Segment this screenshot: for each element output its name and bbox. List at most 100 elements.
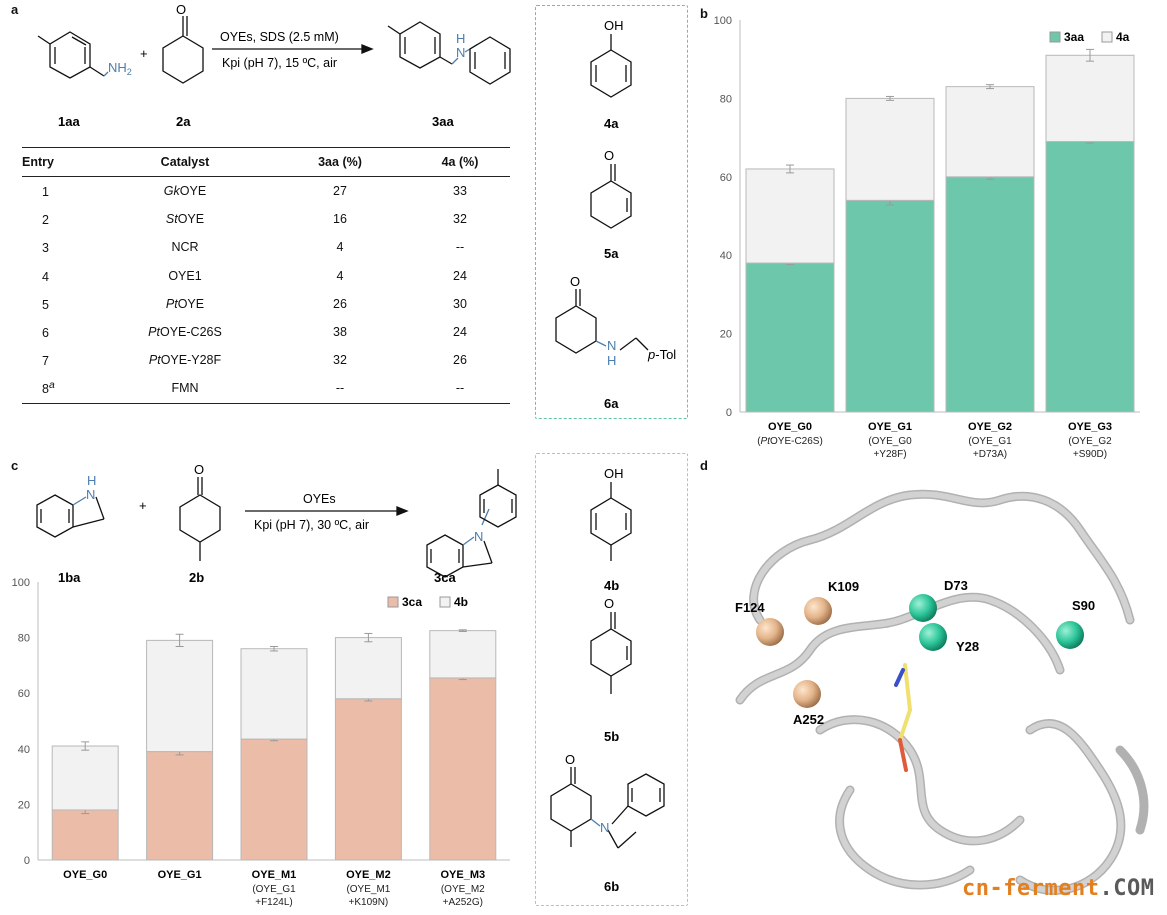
y-tick-label: 60: [720, 172, 732, 184]
bar-4a: [945, 86, 1035, 178]
o-label-5b: O: [604, 596, 614, 611]
cell-4a: --: [455, 240, 465, 255]
cell-3aa: 16: [333, 212, 347, 227]
catalyst-prefix: Gk: [163, 184, 180, 199]
bar-4b: [429, 630, 497, 679]
o-label-6b: O: [565, 752, 575, 767]
cell-3aa: 26: [333, 296, 347, 311]
cell-4a: 24: [453, 325, 467, 340]
y-tick-label: 20: [18, 799, 30, 811]
x-tick-label: OYE_G1: [868, 421, 912, 433]
legend-swatch: [1049, 31, 1061, 43]
catalyst-name: NCR: [171, 240, 199, 255]
cell-entry: 2: [22, 205, 100, 233]
cell-4a: 26: [453, 353, 467, 368]
x-tick-label: OYE_G1: [158, 869, 202, 881]
x-tick-label: OYE_M1: [252, 869, 297, 881]
catalyst-name: OYE: [177, 296, 205, 311]
table-row: 5 PtOYE 26 30: [22, 290, 510, 318]
cell-4a: 32: [453, 212, 467, 227]
catalyst-name: OYE1: [168, 268, 202, 283]
bar-4a: [845, 97, 935, 201]
table-header-row: Entry Catalyst 3aa (%) 4a (%): [22, 147, 510, 177]
catalyst-name: OYE-Y28F: [160, 353, 222, 368]
plus-sign: +: [140, 46, 148, 61]
cell-catalyst: GkOYE: [100, 177, 270, 206]
condition-bottom-c: Kpi (pH 7), 30 ºC, air: [254, 518, 369, 532]
residue-label: K109: [828, 579, 859, 594]
y-tick-label: 100: [12, 577, 30, 589]
legend-label: 3ca: [402, 595, 422, 609]
o-label-6a: O: [570, 274, 580, 289]
ketone-o: O: [176, 2, 186, 17]
cell-catalyst: PtOYE-C26S: [100, 318, 270, 346]
x-tick-sublabel-2: +K109N): [349, 897, 389, 908]
legend-swatch: [387, 596, 399, 608]
oh-label-4b: OH: [604, 466, 624, 481]
entry-number: 7: [42, 354, 49, 369]
cell-entry: 6: [22, 318, 100, 346]
residue-sphere-a252: [793, 680, 821, 708]
amine-n: N: [456, 45, 465, 60]
indoline-h: H: [87, 473, 96, 488]
y-tick-label: 60: [18, 688, 30, 700]
ketone-o-c: O: [194, 462, 204, 477]
ribbon-highlight: [737, 491, 1133, 894]
side-products-box-c: [535, 453, 688, 906]
bar-4a: [745, 168, 835, 264]
entry-number: 1: [42, 185, 49, 200]
legend-swatch: [1101, 31, 1113, 43]
bar-3ca: [334, 698, 402, 861]
compound-3ca: 3ca: [434, 570, 456, 585]
cell-entry: 4: [22, 262, 100, 290]
watermark-logo: cn-ferment.COM: [962, 876, 1155, 901]
header-entry: Entry: [22, 147, 100, 177]
cell-entry: 8a: [22, 374, 100, 404]
amine-h: H: [456, 31, 465, 46]
entry-footnote: a: [48, 380, 55, 392]
bar-3aa: [945, 176, 1035, 413]
x-tick-sublabel: (PtOYE-C26S): [757, 436, 823, 447]
header-4a: 4a (%): [410, 147, 510, 177]
y-tick-label: 80: [18, 633, 30, 645]
panel-label-d: d: [700, 458, 708, 473]
legend-label: 4a: [1116, 30, 1130, 44]
table-row: 6 PtOYE-C26S 38 24: [22, 318, 510, 346]
reaction-scheme-c: N H O N + OYEs Kpi (pH 7), 30 ºC, air 1b…: [36, 462, 517, 585]
cell-catalyst: NCR: [100, 233, 270, 261]
n-label-6a: N: [607, 338, 616, 353]
cell-4a: --: [410, 374, 510, 404]
compound-5b: 5b: [604, 729, 619, 744]
nh2-label: NH2: [108, 60, 132, 77]
x-tick-label: OYE_G2: [968, 421, 1012, 433]
residue-label: A252: [793, 712, 824, 727]
catalyst-prefix: Pt: [148, 325, 160, 340]
fmn-ligand: [894, 663, 912, 772]
condition-top: OYEs, SDS (2.5 mM): [220, 30, 339, 44]
catalyst-name: FMN: [171, 381, 199, 396]
oh-label-4a: OH: [604, 18, 624, 33]
x-tick-sublabel: (OYE_M2: [441, 884, 485, 895]
catalyst-name: OYE-C26S: [159, 325, 222, 340]
results-table: Entry Catalyst 3aa (%) 4a (%) 1 GkOYE 27 33…: [22, 147, 510, 404]
entry-number: 2: [42, 213, 49, 228]
bar-chart-c: 0 20 40 60 80 100 OYE_G0 OYE_G1 OYE_M1 (OYE_G1 +F1…: [12, 577, 510, 908]
x-tick-sublabel: (OYE_G1: [252, 884, 296, 895]
cell-3aa: 4: [336, 240, 344, 255]
residue-sphere-k109: [804, 597, 832, 625]
x-tick-label: OYE_M3: [440, 869, 485, 881]
y-tick-label: 100: [714, 15, 732, 27]
condition-top-c: OYEs: [303, 492, 336, 506]
cell-3aa: 38: [333, 325, 347, 340]
compound-3aa: 3aa: [432, 114, 454, 129]
table-row: 8a FMN -- --: [22, 374, 510, 404]
bar-4b: [51, 745, 119, 811]
panel-label-c: c: [11, 458, 19, 473]
panel-label-b: b: [700, 6, 708, 21]
x-tick-sublabel-2: +F124L): [255, 897, 293, 908]
catalyst-prefix: Pt: [148, 353, 161, 368]
bar-3ca: [51, 809, 119, 861]
x-tick-label: OYE_G3: [1068, 421, 1112, 433]
plus-sign-c: +: [139, 498, 147, 513]
ptol-label: p-Tol: [647, 347, 676, 362]
